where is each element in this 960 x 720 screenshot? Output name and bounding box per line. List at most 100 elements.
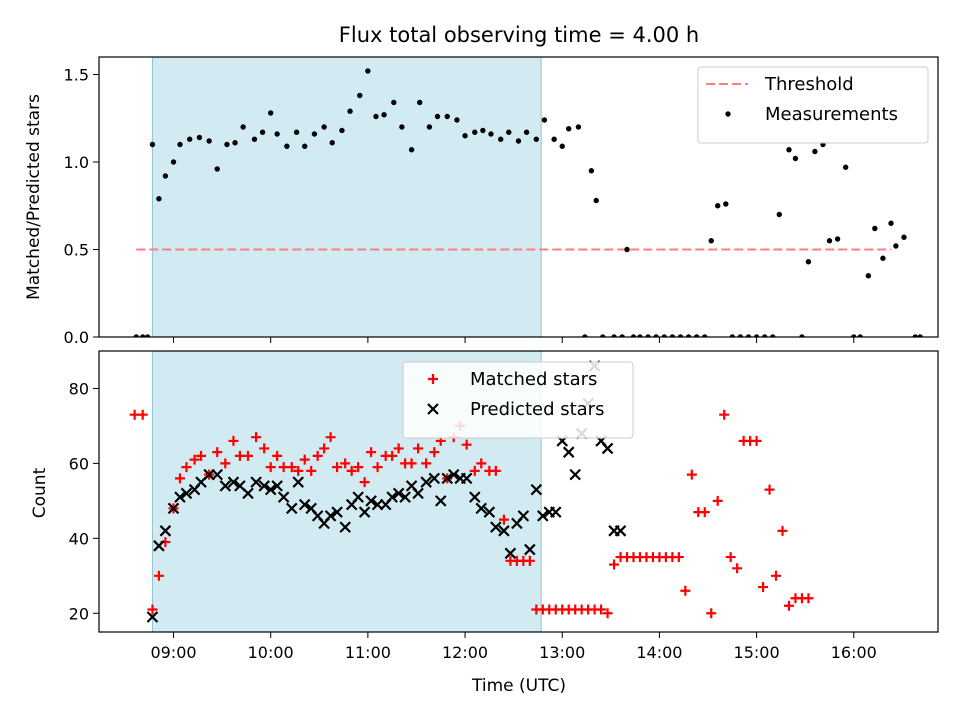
measurement-point [593, 197, 599, 204]
axes-frame [98, 56, 939, 338]
predicted-point [339, 521, 351, 533]
matched-point [803, 593, 814, 604]
ratio-y-axis-label: Matched/Predicted stars [24, 94, 44, 300]
measurement-point [761, 334, 768, 337]
predicted-point [569, 468, 581, 481]
measurement-point [588, 168, 595, 174]
predicted-point [601, 442, 614, 455]
measurement-point [770, 334, 776, 337]
x-tick-label: 09:00 [150, 643, 196, 662]
measurement-point [274, 131, 280, 137]
measurement-point [373, 113, 379, 120]
matched-point [751, 435, 762, 446]
matched-point [212, 447, 223, 458]
x-tick-label: 13:00 [539, 643, 585, 662]
predicted-point [504, 547, 517, 560]
ratio-panel: 0.0 0.5 1.0 1.5 Threshold Measurements [64, 56, 939, 347]
predicted-point [483, 506, 496, 518]
predicted-point [277, 491, 290, 503]
matched-point [306, 465, 317, 476]
matched-point [673, 552, 684, 563]
predicted-point [549, 506, 562, 518]
measurement-point [693, 334, 700, 337]
measurement-point [399, 124, 405, 130]
predicted-point [562, 446, 575, 458]
matched-point [699, 507, 710, 518]
measurement-point [917, 334, 923, 337]
matched-point [732, 563, 743, 574]
predicted-point [298, 498, 311, 511]
matched-point [137, 409, 148, 420]
measurement-point [408, 147, 415, 153]
predicted-point [537, 510, 549, 522]
measurement-point [533, 136, 540, 142]
measurement-point [140, 334, 146, 337]
matched-point [259, 443, 270, 454]
matched-point [366, 447, 377, 458]
legend-measurement-marker [725, 111, 731, 117]
measurement-point [472, 129, 478, 135]
matched-point [147, 604, 158, 615]
measurement-point [523, 129, 530, 135]
y-tick-label: 40 [69, 529, 89, 548]
predicted-point [285, 502, 298, 515]
measurement-point [515, 138, 522, 144]
chart-title: Flux total observing time = 4.00 h [339, 23, 699, 47]
matched-point [181, 462, 192, 473]
measurement-point [737, 334, 744, 337]
predicted-point [153, 540, 165, 552]
measurement-point [462, 133, 468, 139]
predicted-point [392, 487, 405, 500]
matched-point [393, 443, 404, 454]
predicted-point [292, 476, 304, 488]
measurement-point [339, 127, 345, 134]
matched-point [299, 454, 310, 465]
matched-point [293, 465, 304, 476]
measurement-point [454, 117, 460, 123]
measurement-point [381, 112, 387, 118]
measurement-point [391, 99, 397, 106]
measurement-point [541, 117, 548, 123]
predicted-point [174, 491, 186, 503]
measurement-point [559, 143, 565, 149]
matched-point [406, 458, 417, 469]
measurement-point [321, 124, 327, 130]
legend-matched-marker [428, 374, 438, 384]
measurement-point [575, 124, 582, 130]
measurement-point [187, 136, 193, 142]
measurement-point [170, 159, 177, 165]
matched-point [153, 570, 164, 581]
measurement-point [488, 131, 494, 137]
matched-point [609, 559, 620, 570]
predicted-point [331, 506, 343, 518]
legend-label: Measurements [765, 104, 898, 125]
measurement-point [630, 334, 637, 337]
measurement-point [702, 334, 708, 337]
predicted-point [146, 611, 159, 623]
predicted-point [412, 487, 424, 500]
measurement-point [259, 129, 266, 135]
matched-point [332, 462, 343, 473]
matched-point [265, 462, 276, 473]
matched-point [680, 585, 691, 596]
highlight-span [151, 56, 542, 338]
measurement-point [826, 238, 833, 244]
measurement-point [214, 166, 220, 172]
matched-point [272, 450, 283, 461]
matched-point [783, 600, 794, 611]
measurement-point [506, 129, 512, 135]
y-tick-label: 80 [69, 379, 89, 398]
predicted-point [434, 495, 447, 507]
series-measurements [133, 68, 923, 337]
measurement-point [624, 246, 630, 253]
measurement-point [149, 141, 156, 148]
measurement-point [156, 196, 162, 202]
predicted-point [180, 487, 193, 500]
count-legend: Matched stars Predicted stars [402, 361, 634, 439]
measurement-point [677, 334, 684, 337]
measurement-point [715, 203, 721, 209]
x-tick-label: 11:00 [345, 643, 391, 662]
predicted-point [468, 491, 481, 503]
legend-box [697, 66, 929, 144]
